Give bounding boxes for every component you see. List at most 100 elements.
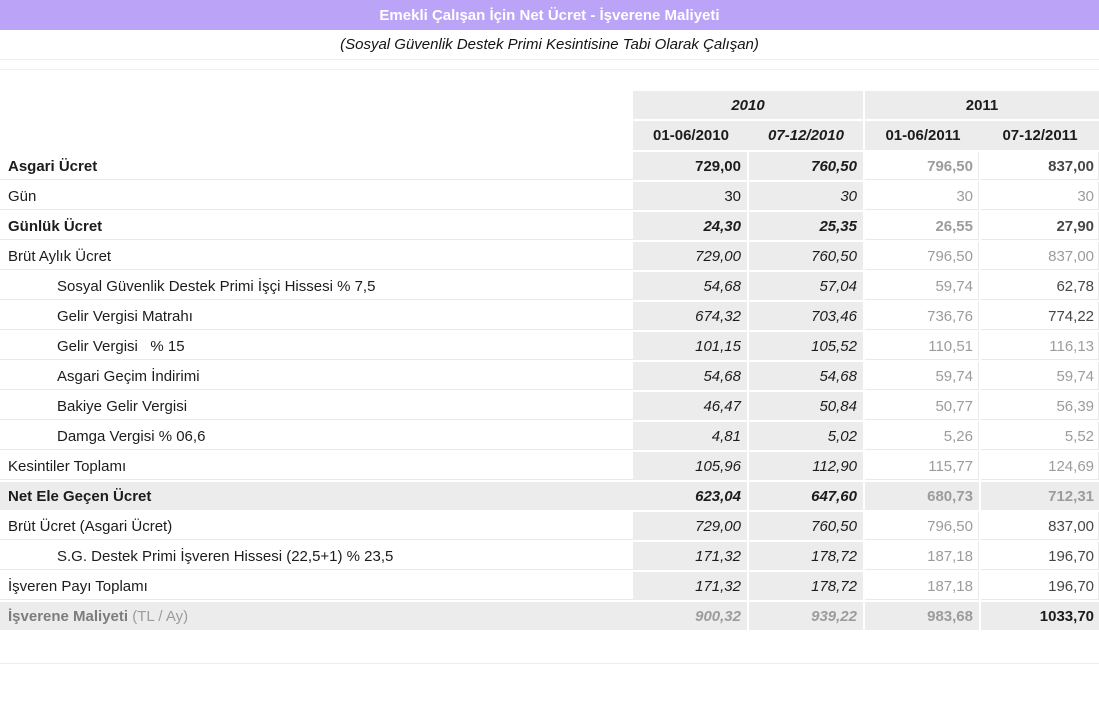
- value-cell: 59,74: [865, 272, 981, 302]
- value-cell: 54,68: [633, 362, 749, 392]
- value-cell: 729,00: [633, 152, 749, 182]
- value-cell: 124,69: [981, 452, 1099, 482]
- row-label: S.G. Destek Primi İşveren Hissesi (22,5+…: [0, 542, 633, 572]
- row-label: Gelir Vergisi Matrahı: [0, 302, 633, 332]
- value-cell: 703,46: [749, 302, 865, 332]
- value-cell: 187,18: [865, 542, 981, 572]
- value-cell: 647,60: [749, 482, 865, 512]
- table-row: Damga Vergisi % 06,6 4,81 5,02 5,26 5,52: [0, 422, 1099, 452]
- value-cell: 25,35: [749, 212, 865, 242]
- salary-table: 2010 2011 01-06/2010 07-12/2010 01-06/20…: [0, 91, 1099, 632]
- row-label-text: İşveren Payı Toplamı: [8, 577, 148, 595]
- table-row: İşveren Payı Toplamı 171,32 178,72 187,18 19…: [0, 572, 1099, 602]
- page-subtitle: (Sosyal Güvenlik Destek Primi Kesintisin…: [340, 36, 759, 53]
- value-cell: 24,30: [633, 212, 749, 242]
- value-cell: 178,72: [749, 572, 865, 602]
- table-row: Bakiye Gelir Vergisi 46,47 50,84 50,77 56,39: [0, 392, 1099, 422]
- row-label-suffix: (TL / Ay): [128, 607, 189, 625]
- page-title: Emekli Çalışan İçin Net Ücret - İşverene…: [379, 6, 720, 24]
- value-cell: 5,26: [865, 422, 981, 452]
- row-label-text: Gün: [8, 187, 37, 205]
- value-cell: 30: [981, 182, 1099, 212]
- spacer-row: [0, 70, 1099, 91]
- value-cell: 30: [633, 182, 749, 212]
- value-cell: 26,55: [865, 212, 981, 242]
- value-cell: 30: [749, 182, 865, 212]
- value-cell: 939,22: [749, 602, 865, 632]
- row-label-text: Kesintiler Toplamı: [8, 457, 127, 475]
- value-cell: 112,90: [749, 452, 865, 482]
- row-label-text: Asgari Geçim İndirimi: [57, 367, 200, 385]
- row-label: Brüt Ücret (Asgari Ücret): [0, 512, 633, 542]
- row-label: İşverene Maliyeti (TL / Ay): [0, 602, 633, 632]
- year-header-2011: 2011: [865, 91, 1099, 121]
- row-label-text: Bakiye Gelir Vergisi: [57, 397, 188, 415]
- value-cell: 712,31: [981, 482, 1099, 512]
- table-row: Gün 30 30 30 30: [0, 182, 1099, 212]
- table-row: Sosyal Güvenlik Destek Primi İşçi Hisses…: [0, 272, 1099, 302]
- value-cell: 56,39: [981, 392, 1099, 422]
- spacer-row: [0, 60, 1099, 70]
- value-cell: 30: [865, 182, 981, 212]
- value-cell: 54,68: [633, 272, 749, 302]
- header-spacer: [0, 121, 633, 152]
- row-label-text: Günlük Ücret: [8, 217, 103, 235]
- value-cell: 187,18: [865, 572, 981, 602]
- value-cell: 4,81: [633, 422, 749, 452]
- spacer-row: [0, 664, 1099, 690]
- row-label-text: Brüt Ücret (Asgari Ücret): [8, 517, 173, 535]
- value-cell: 900,32: [633, 602, 749, 632]
- row-label-text: Gelir Vergisi % 15: [57, 337, 185, 355]
- row-label: Asgari Geçim İndirimi: [0, 362, 633, 392]
- value-cell: 837,00: [981, 242, 1099, 272]
- salary-table-body: Asgari Ücret 729,00 760,50 796,50 837,00 Gün 3…: [0, 152, 1099, 632]
- table-row: Günlük Ücret 24,30 25,35 26,55 27,90: [0, 212, 1099, 242]
- value-cell: 54,68: [749, 362, 865, 392]
- table-row: İşverene Maliyeti (TL / Ay) 900,32 939,22 9…: [0, 602, 1099, 632]
- value-cell: 196,70: [981, 542, 1099, 572]
- value-cell: 837,00: [981, 152, 1099, 182]
- year-header-2010: 2010: [633, 91, 865, 121]
- period-header: 07-12/2011: [981, 121, 1099, 152]
- row-label: Gelir Vergisi % 15: [0, 332, 633, 362]
- table-row: Net Ele Geçen Ücret 623,04 647,60 680,73 712…: [0, 482, 1099, 512]
- value-cell: 50,84: [749, 392, 865, 422]
- row-label: Günlük Ücret: [0, 212, 633, 242]
- value-cell: 729,00: [633, 242, 749, 272]
- value-cell: 171,32: [633, 572, 749, 602]
- row-label: Asgari Ücret: [0, 152, 633, 182]
- table-row: Gelir Vergisi Matrahı 674,32 703,46 736,76 7…: [0, 302, 1099, 332]
- value-cell: 115,77: [865, 452, 981, 482]
- value-cell: 796,50: [865, 242, 981, 272]
- row-label: İşveren Payı Toplamı: [0, 572, 633, 602]
- table-row: Brüt Aylık Ücret 729,00 760,50 796,50 837,00: [0, 242, 1099, 272]
- row-label-text: Brüt Aylık Ücret: [8, 247, 112, 265]
- value-cell: 1033,70: [981, 602, 1099, 632]
- row-label: Bakiye Gelir Vergisi: [0, 392, 633, 422]
- period-header: 01-06/2011: [865, 121, 981, 152]
- value-cell: 171,32: [633, 542, 749, 572]
- spacer-row: [0, 632, 1099, 664]
- value-cell: 774,22: [981, 302, 1099, 332]
- row-label: Kesintiler Toplamı: [0, 452, 633, 482]
- value-cell: 59,74: [865, 362, 981, 392]
- period-header: 07-12/2010: [749, 121, 865, 152]
- row-label: Brüt Aylık Ücret: [0, 242, 633, 272]
- subtitle-bar: (Sosyal Güvenlik Destek Primi Kesintisin…: [0, 30, 1099, 60]
- value-cell: 27,90: [981, 212, 1099, 242]
- value-cell: 760,50: [749, 242, 865, 272]
- value-cell: 46,47: [633, 392, 749, 422]
- year-header-row: 2010 2011: [0, 91, 1099, 121]
- table-row: Kesintiler Toplamı 105,96 112,90 115,77 124,…: [0, 452, 1099, 482]
- value-cell: 105,96: [633, 452, 749, 482]
- value-cell: 62,78: [981, 272, 1099, 302]
- value-cell: 736,76: [865, 302, 981, 332]
- value-cell: 760,50: [749, 512, 865, 542]
- period-header-row: 01-06/2010 07-12/2010 01-06/2011 07-12/2…: [0, 121, 1099, 152]
- value-cell: 59,74: [981, 362, 1099, 392]
- value-cell: 796,50: [865, 512, 981, 542]
- value-cell: 983,68: [865, 602, 981, 632]
- row-label: Gün: [0, 182, 633, 212]
- row-label-text: İşverene Maliyeti: [8, 607, 129, 625]
